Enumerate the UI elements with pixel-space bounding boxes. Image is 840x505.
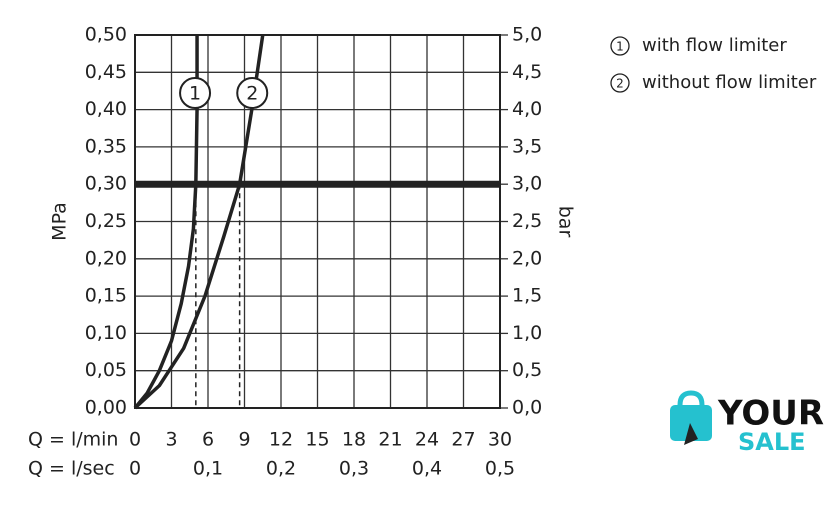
y-tick-label: 0,40 bbox=[85, 98, 127, 120]
x2-tick-label: 0,3 bbox=[339, 458, 369, 480]
y2-tick-label: 0,0 bbox=[512, 397, 542, 419]
watermark-line1: YOUR bbox=[717, 394, 824, 434]
line bbox=[133, 34, 265, 410]
x-tick-label: 9 bbox=[238, 429, 250, 451]
x-tick-label: 3 bbox=[165, 429, 177, 451]
y-axis-label: MPa bbox=[49, 202, 71, 241]
legend-symbol bbox=[610, 36, 630, 56]
y2-tick-label: 4,0 bbox=[512, 98, 542, 120]
y-tick-label: 0,35 bbox=[85, 135, 127, 157]
plot-frame bbox=[134, 34, 501, 409]
y2-tick-label: 1,0 bbox=[512, 322, 542, 344]
legend-label: without flow limiter bbox=[642, 72, 817, 93]
x2-axis-label: Q = l/sec bbox=[28, 458, 115, 480]
x-tick-label: 6 bbox=[202, 429, 214, 451]
y-tick-label: 0,10 bbox=[85, 322, 127, 344]
x-tick-label: 21 bbox=[378, 429, 402, 451]
legend-symbol bbox=[610, 73, 630, 93]
x-tick-label: 30 bbox=[488, 429, 512, 451]
x2-tick-label: 0 bbox=[129, 458, 141, 480]
y-tick-label: 0,15 bbox=[85, 285, 127, 307]
x-axis-label: Q = l/min bbox=[28, 429, 118, 451]
curve-label: 1 bbox=[189, 83, 201, 105]
line bbox=[133, 35, 199, 410]
y2-axis-label: bar bbox=[555, 206, 577, 238]
y2-tick-label: 0,5 bbox=[512, 359, 542, 381]
y2-tick-label: 3,5 bbox=[512, 135, 542, 157]
y2-tick-label: 1,5 bbox=[512, 285, 542, 307]
watermark-icon bbox=[670, 390, 712, 445]
curve-label-circle bbox=[236, 77, 269, 109]
y-tick-label: 0,25 bbox=[85, 210, 127, 232]
x-tick-label: 18 bbox=[342, 429, 366, 451]
y2-tick-label: 2,5 bbox=[512, 210, 542, 232]
x-tick-label: 24 bbox=[415, 429, 439, 451]
x-tick-label: 12 bbox=[269, 429, 293, 451]
x-tick-label: 0 bbox=[129, 429, 141, 451]
y2-tick-label: 4,5 bbox=[512, 61, 542, 83]
curve-label-circle bbox=[179, 77, 212, 109]
legend-symbol-number: 1 bbox=[616, 40, 624, 54]
y2-tick-label: 2,0 bbox=[512, 247, 542, 269]
y-tick-label: 0,05 bbox=[85, 359, 127, 381]
watermark-line2: SALE bbox=[738, 428, 806, 456]
x2-tick-label: 0,2 bbox=[266, 458, 296, 480]
y-tick-label: 0,20 bbox=[85, 247, 127, 269]
y-tick-label: 0,00 bbox=[85, 397, 127, 419]
curve-label: 2 bbox=[246, 83, 258, 105]
y-tick-label: 0,50 bbox=[85, 24, 127, 46]
y-tick-label: 0,45 bbox=[85, 61, 127, 83]
x2-tick-label: 0,1 bbox=[193, 458, 223, 480]
y2-tick-label: 5,0 bbox=[512, 24, 542, 46]
legend-label: with flow limiter bbox=[642, 35, 787, 56]
y2-tick-label: 3,0 bbox=[512, 173, 542, 195]
x-tick-label: 15 bbox=[305, 429, 329, 451]
legend-symbol-number: 2 bbox=[616, 77, 624, 91]
x2-tick-label: 0,4 bbox=[412, 458, 442, 480]
y-tick-label: 0,30 bbox=[85, 173, 127, 195]
x-tick-label: 27 bbox=[451, 429, 475, 451]
x2-tick-label: 0,5 bbox=[485, 458, 515, 480]
